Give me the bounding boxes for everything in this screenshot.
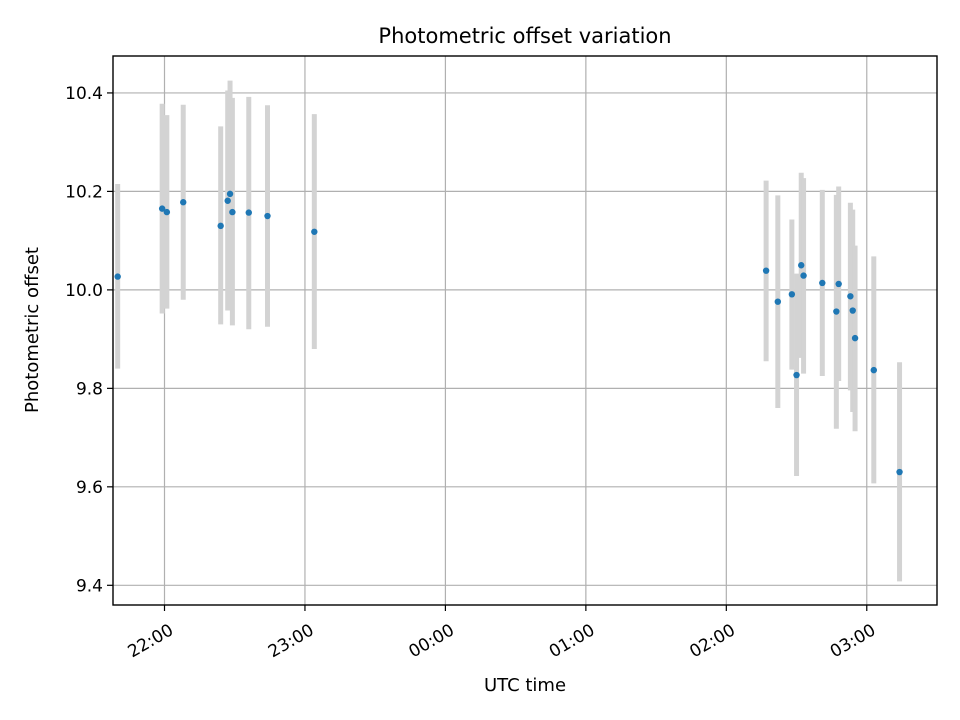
data-point [851,334,859,342]
data-point [762,267,770,274]
data-point [180,199,187,206]
y-tick-label: 9.8 [76,379,103,399]
data-point [774,298,782,305]
data-point [819,279,826,287]
data-point [788,291,796,298]
data-point [229,208,236,216]
x-tick-label: 23:00 [265,620,317,662]
y-tick-label: 10.0 [65,281,103,301]
data-point [833,308,840,315]
chart-title: Photometric offset variation [378,24,671,48]
y-axis-ticks: 9.4 9.6 9.8 10.0 10.2 10.4 [65,84,113,596]
y-tick-label: 9.4 [76,576,103,596]
data-point [835,280,842,288]
x-tick-label: 02:00 [686,620,738,662]
y-tick-label: 10.4 [65,84,103,104]
data-point [226,190,234,198]
x-axis-ticks: 22:00 23:00 00:00 01:00 02:00 03:00 [125,605,879,662]
data-point [158,205,166,212]
data-point [224,197,231,204]
x-axis-label: UTC time [484,675,566,696]
grid [113,56,937,605]
x-tick-label: 00:00 [405,620,457,662]
data-points [114,190,903,476]
data-point [847,293,854,300]
data-point [870,366,877,374]
data-point [896,468,903,476]
y-tick-label: 9.6 [76,478,103,498]
y-tick-label: 10.2 [65,182,103,202]
error-bars [115,80,903,582]
data-point [264,212,271,220]
data-point [849,307,856,314]
data-point [800,272,807,279]
x-tick-label: 01:00 [546,620,598,662]
x-tick-label: 03:00 [827,620,879,662]
y-axis-label: Photometric offset [22,247,43,413]
data-point [217,222,224,230]
data-point [114,273,121,280]
data-point [793,371,800,379]
plot-frame [112,55,938,606]
data-point [798,262,805,269]
x-tick-label: 22:00 [125,620,177,662]
data-point [311,228,318,235]
data-point [245,209,252,216]
data-point [163,208,171,216]
